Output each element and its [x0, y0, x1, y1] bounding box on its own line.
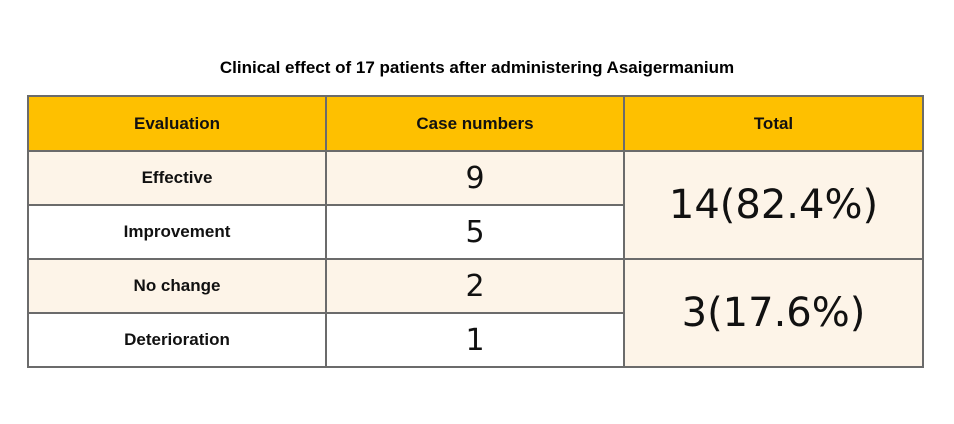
table-row: Improvement 5 — [27, 204, 923, 260]
table-title: Clinical effect of 17 patients after adm… — [219, 58, 735, 77]
header-case-numbers: Case numbers — [325, 95, 625, 152]
header-row: Evaluation Case numbers Total — [27, 95, 924, 152]
evaluation-cell: No change — [27, 258, 327, 314]
header-total: Total — [623, 95, 924, 152]
evaluation-cell: Effective — [27, 150, 327, 206]
case-count-cell: 5 — [325, 204, 625, 260]
case-count-cell: 1 — [325, 312, 625, 368]
header-evaluation: Evaluation — [27, 95, 327, 152]
total-cell-negative: 3(17.6%) — [623, 258, 924, 368]
case-count-cell: 2 — [325, 258, 625, 314]
evaluation-cell: Improvement — [27, 204, 327, 260]
table-row: No change 2 3(17.6%) — [27, 258, 924, 368]
total-cell-positive: 14(82.4%) — [623, 150, 924, 260]
case-count-cell: 9 — [325, 150, 625, 206]
table-row: Deterioration 1 — [27, 312, 923, 368]
table-row: Effective 9 14(82.4%) — [27, 150, 924, 260]
clinical-effect-table: Evaluation Case numbers Total Effective … — [27, 95, 924, 368]
evaluation-cell: Deterioration — [27, 312, 327, 368]
